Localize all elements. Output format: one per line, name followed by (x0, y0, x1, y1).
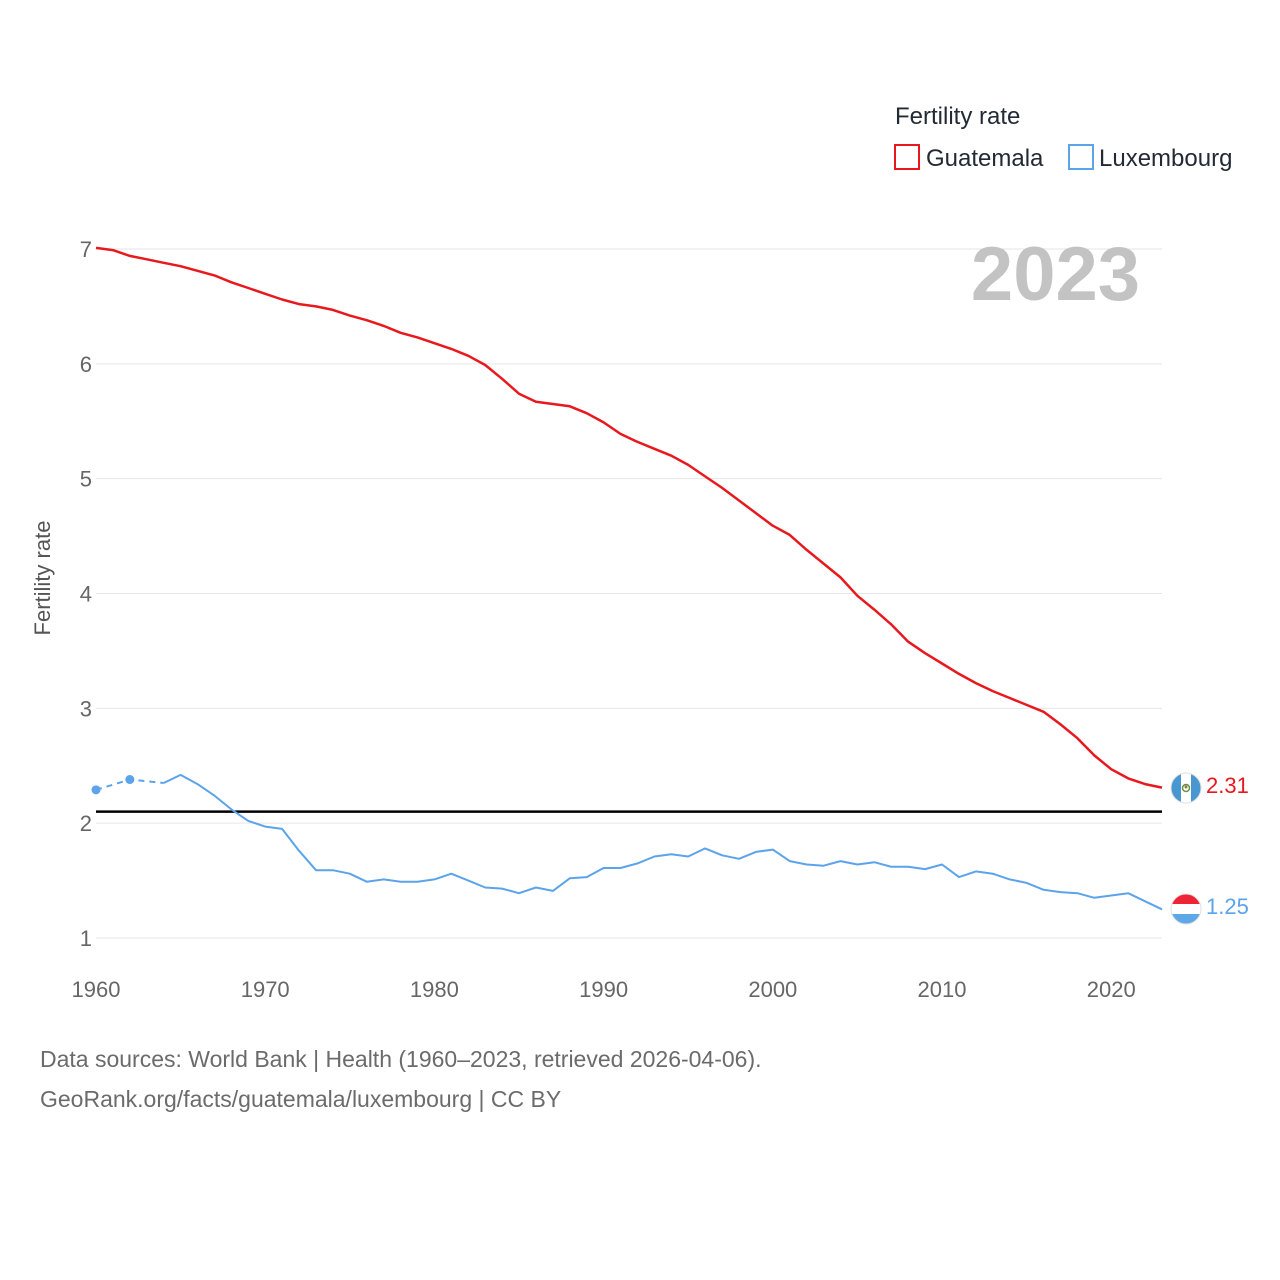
gridlines (96, 248, 1162, 939)
y-tick-label: 4 (80, 582, 92, 607)
legend-swatch-guatemala[interactable] (894, 144, 920, 170)
legend-swatch-luxembourg[interactable] (1068, 144, 1094, 170)
x-tick-label: 2000 (748, 977, 797, 1002)
legend: Fertility rate Guatemala Luxembourg (894, 103, 1232, 172)
y-tick-label: 1 (80, 926, 92, 951)
y-tick-label: 5 (80, 467, 92, 492)
end-value-guatemala: 2.31 (1206, 773, 1249, 798)
attribution-link[interactable]: GeoRank.org/facts/guatemala/luxembourg |… (40, 1086, 562, 1112)
x-tick-label: 1970 (241, 977, 290, 1002)
x-tick-label: 2010 (918, 977, 967, 1002)
axis-ticks: 1 2 3 4 5 6 7 1960 1970 1980 1990 2000 2010 2020 (72, 237, 1136, 1002)
guatemala-flag-icon (1170, 772, 1202, 804)
series-line-luxembourg (163, 773, 1163, 911)
legend-label-guatemala[interactable]: Guatemala (926, 145, 1044, 172)
series-line-guatemala (95, 246, 1163, 789)
data-point-luxembourg (91, 785, 101, 795)
luxembourg-flag-icon (1170, 893, 1202, 925)
legend-title: Fertility rate (895, 103, 1020, 130)
x-tick-label: 1990 (579, 977, 628, 1002)
x-tick-label: 1960 (72, 977, 121, 1002)
end-value-luxembourg: 1.25 (1206, 894, 1249, 919)
y-tick-label: 2 (80, 811, 92, 836)
data-source-note: Data sources: World Bank | Health (1960–… (40, 1046, 762, 1072)
series-layer (91, 246, 1163, 911)
legend-label-luxembourg[interactable]: Luxembourg (1099, 145, 1232, 172)
x-tick-label: 1980 (410, 977, 459, 1002)
y-tick-label: 6 (80, 352, 92, 377)
year-label: 2023 (971, 232, 1140, 317)
x-tick-label: 2020 (1087, 977, 1136, 1002)
y-tick-label: 7 (80, 237, 92, 262)
y-axis-title: Fertility rate (30, 521, 55, 636)
data-point-luxembourg (125, 775, 135, 785)
y-tick-label: 3 (80, 696, 92, 721)
